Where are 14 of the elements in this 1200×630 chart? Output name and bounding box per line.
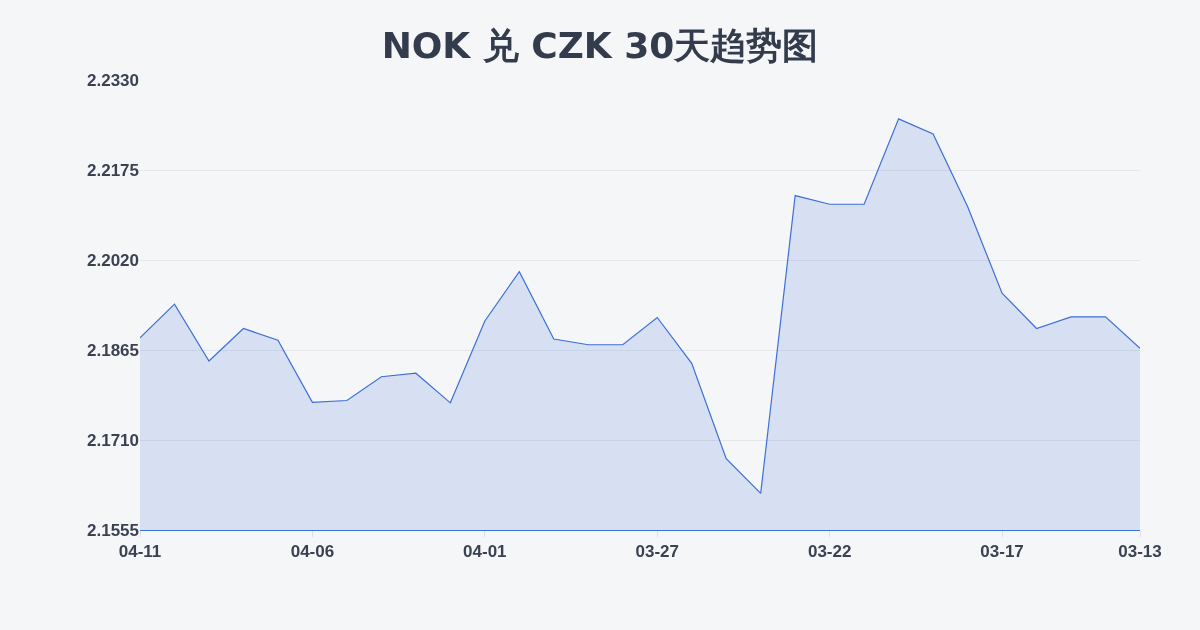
x-tick-label: 03-27 — [635, 542, 679, 562]
y-tick-label: 2.1865 — [87, 340, 139, 360]
y-tick-label: 2.1710 — [87, 430, 139, 450]
x-tick-label: 04-01 — [463, 542, 507, 562]
x-tick-label: 03-22 — [807, 542, 852, 562]
chart-title: NOK 兑 CZK 30天趋势图 — [381, 24, 819, 66]
x-tick-label: 03-17 — [980, 542, 1024, 562]
y-tick-label: 2.2330 — [87, 70, 139, 90]
x-tick-label: 04-06 — [290, 542, 335, 562]
x-tick-label: 03-13 — [1118, 542, 1162, 562]
y-tick-label: 2.2175 — [87, 160, 139, 180]
y-tick-label: 2.1555 — [87, 520, 139, 540]
y-tick-label: 2.2020 — [87, 250, 139, 270]
x-tick-label: 04-11 — [118, 542, 162, 562]
